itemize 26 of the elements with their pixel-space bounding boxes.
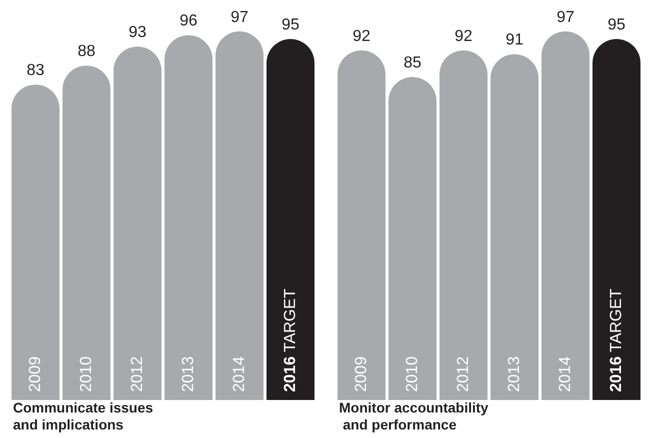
data-label: 96 bbox=[180, 12, 198, 30]
x-axis-title: Communicate issues and implications bbox=[13, 400, 157, 432]
data-label: 97 bbox=[556, 8, 574, 26]
x-axis-title: Monitor accountability and performance bbox=[339, 400, 489, 432]
data-label: 97 bbox=[230, 8, 248, 26]
x-tick-label: 2014 bbox=[557, 356, 574, 392]
data-label: 85 bbox=[404, 54, 422, 72]
x-tick-label: 2010 bbox=[404, 356, 421, 392]
x-tick-label: 2016 TARGET bbox=[282, 288, 299, 392]
x-tick-label: 2013 bbox=[180, 356, 197, 392]
x-tick-label: 2013 bbox=[506, 356, 523, 392]
data-label: 88 bbox=[78, 43, 96, 60]
x-tick-label: 2009 bbox=[353, 356, 370, 392]
x-tick-label: 2009 bbox=[27, 356, 44, 392]
data-label: 92 bbox=[352, 28, 370, 45]
x-tick-label: 2010 bbox=[78, 356, 95, 392]
data-label: 95 bbox=[608, 16, 626, 34]
data-label: 93 bbox=[128, 24, 146, 42]
data-label: 95 bbox=[282, 16, 300, 34]
x-tick-label: 2012 bbox=[455, 356, 472, 392]
data-label: 91 bbox=[506, 32, 524, 49]
x-tick-label: 2014 bbox=[231, 356, 248, 392]
x-tick-label: 2012 bbox=[129, 356, 146, 392]
x-tick-label: 2016 TARGET bbox=[608, 288, 625, 392]
data-label: 92 bbox=[454, 28, 472, 45]
data-label: 83 bbox=[26, 62, 44, 80]
